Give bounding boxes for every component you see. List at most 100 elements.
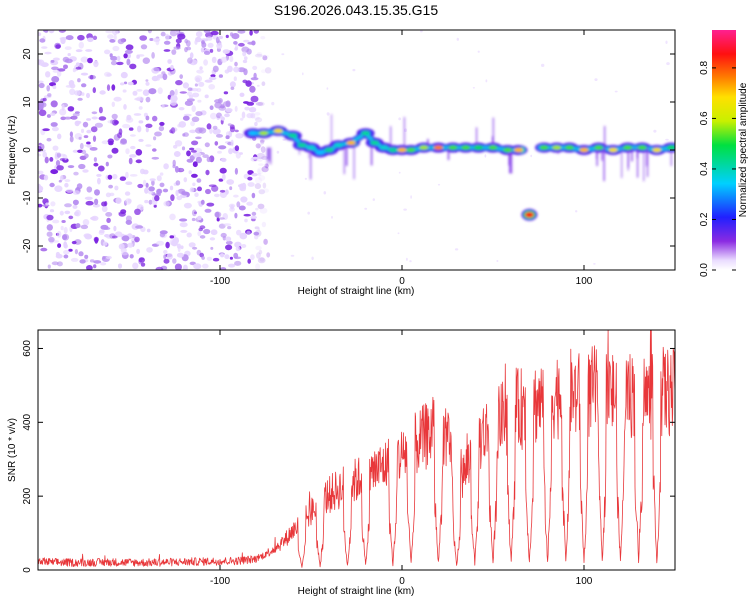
noise-blob xyxy=(254,53,263,58)
noise-blob xyxy=(50,59,55,63)
noise-blob xyxy=(49,82,56,87)
noise-blob xyxy=(178,107,185,111)
noise-blob xyxy=(72,190,81,195)
noise-speck xyxy=(665,40,668,44)
noise-blob xyxy=(254,183,262,190)
noise-blob xyxy=(46,224,53,231)
noise-blob xyxy=(191,140,199,146)
noise-speck xyxy=(437,183,441,186)
noise-speck xyxy=(477,50,480,53)
noise-blob xyxy=(73,90,81,96)
noise-blob xyxy=(187,91,193,96)
noise-blob xyxy=(219,253,225,258)
noise-blob xyxy=(109,39,116,43)
noise-blob xyxy=(165,33,170,41)
noise-blob xyxy=(83,233,92,238)
noise-blob xyxy=(235,246,241,252)
noise-blob xyxy=(238,184,243,188)
noise-blob xyxy=(260,36,266,40)
x-tick-label: -100 xyxy=(210,276,230,287)
noise-blob xyxy=(180,229,188,233)
noise-blob xyxy=(211,56,217,64)
noise-blob xyxy=(43,174,49,181)
noise-blob xyxy=(91,215,99,221)
noise-blob xyxy=(63,64,68,70)
trace-peak xyxy=(539,145,549,150)
noise-blob xyxy=(124,49,133,54)
noise-blob xyxy=(214,211,222,218)
snr-x-label: Height of straight line (km) xyxy=(298,586,415,597)
noise-speck xyxy=(372,198,375,201)
noise-blob xyxy=(255,117,263,123)
noise-blob xyxy=(219,167,227,174)
trace-peak xyxy=(259,131,269,136)
noise-blob xyxy=(64,46,72,50)
noise-blob xyxy=(116,55,121,62)
noise-blob xyxy=(239,232,248,240)
snr-series-line xyxy=(38,330,675,568)
trace-peak xyxy=(397,147,407,153)
spectrogram-x-label: Height of straight line (km) xyxy=(298,286,415,297)
noise-blob xyxy=(216,42,223,50)
noise-blob xyxy=(136,89,143,92)
noise-blob xyxy=(247,182,255,187)
noise-speck xyxy=(406,257,408,261)
noise-blob xyxy=(212,128,221,135)
noise-blob xyxy=(243,68,248,76)
noise-blob xyxy=(172,258,177,264)
noise-blob xyxy=(261,221,267,228)
noise-blob xyxy=(156,240,165,246)
trace-peak xyxy=(406,147,416,153)
noise-blob xyxy=(130,145,136,150)
noise-blob xyxy=(50,122,58,127)
noise-blob xyxy=(38,109,47,117)
noise-blob xyxy=(206,156,211,163)
noise-blob xyxy=(196,87,202,93)
noise-blob xyxy=(179,74,183,79)
trace-peak xyxy=(448,145,458,150)
noise-blob xyxy=(77,78,81,83)
trace-peak xyxy=(379,145,389,150)
noise-blob xyxy=(105,192,111,198)
noise-blob xyxy=(235,133,244,139)
noise-blob xyxy=(70,115,78,120)
noise-blob xyxy=(205,188,211,195)
noise-blob xyxy=(134,236,140,243)
noise-blob xyxy=(218,35,223,40)
trace-peak xyxy=(273,128,283,133)
snr-frame xyxy=(37,329,676,571)
noise-speck xyxy=(454,248,459,251)
noise-blob xyxy=(163,258,170,264)
noise-blob xyxy=(144,199,149,204)
y-tick-label: -20 xyxy=(22,238,33,253)
noise-speck xyxy=(352,68,356,72)
noise-blob xyxy=(179,222,188,228)
noise-blob xyxy=(163,249,168,255)
noise-blob xyxy=(215,36,220,44)
noise-blob xyxy=(69,131,73,137)
noise-blob xyxy=(257,168,261,175)
noise-blob xyxy=(209,48,214,53)
noise-speck xyxy=(575,210,578,213)
noise-speck xyxy=(304,177,307,180)
noise-blob xyxy=(176,243,181,249)
trace-peak xyxy=(488,145,498,150)
noise-blob xyxy=(209,105,214,110)
noise-blob xyxy=(189,187,195,193)
noise-blob xyxy=(117,263,123,269)
noise-blob xyxy=(105,212,113,217)
noise-speck xyxy=(614,90,618,93)
noise-blob xyxy=(209,237,216,241)
noise-blob xyxy=(78,41,85,49)
noise-blob xyxy=(165,241,170,249)
noise-blob xyxy=(223,91,229,95)
noise-blob xyxy=(51,126,59,132)
noise-blob xyxy=(122,89,127,93)
noise-blob xyxy=(177,124,181,128)
noise-blob xyxy=(256,52,263,57)
noise-blob xyxy=(135,149,143,156)
x-tick-label: 100 xyxy=(576,276,593,287)
noise-blob xyxy=(137,183,144,189)
noise-blob xyxy=(204,142,210,148)
